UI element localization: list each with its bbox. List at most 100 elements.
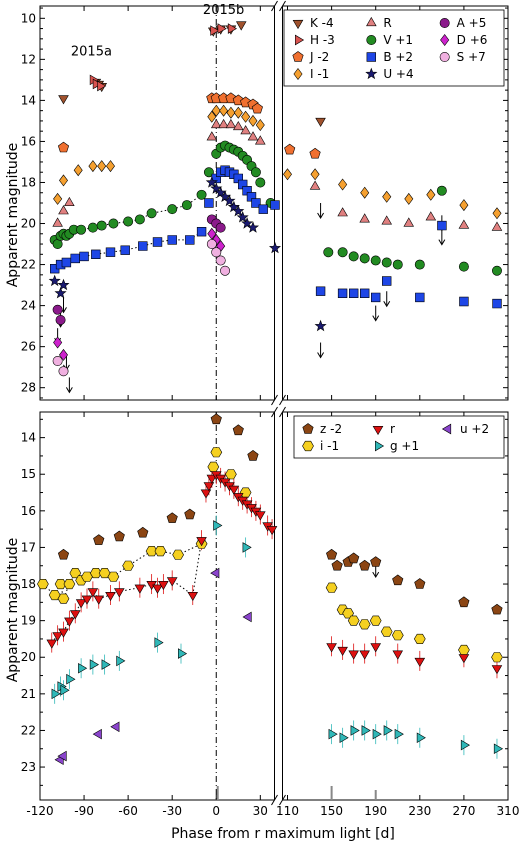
data-point (138, 241, 148, 251)
data-point (146, 208, 157, 219)
bottom-y-tick-label: 16 (21, 504, 36, 518)
data-point (207, 461, 220, 472)
data-point (337, 288, 348, 298)
data-point (416, 732, 426, 744)
data-point (78, 662, 88, 674)
data-point (314, 319, 327, 332)
data-point (88, 160, 98, 173)
data-point (358, 619, 371, 630)
data-point (360, 186, 370, 199)
annotation-2015a: 2015a (71, 44, 112, 59)
data-point (403, 217, 415, 227)
data-point (52, 304, 63, 315)
top-y-tick-label: 28 (21, 381, 36, 395)
data-point (134, 214, 145, 225)
data-point (137, 526, 149, 538)
data-point (382, 276, 392, 286)
axis-break-mark (279, 394, 286, 406)
data-point (338, 178, 348, 191)
data-point (232, 424, 244, 436)
data-point (266, 526, 278, 536)
data-point (51, 688, 61, 700)
data-point (60, 684, 70, 696)
data-point (436, 185, 447, 196)
top-series-10 (52, 239, 231, 377)
data-point (48, 590, 61, 601)
x-tick-label: 110 (276, 804, 299, 818)
data-point (268, 241, 282, 254)
data-point (64, 196, 75, 206)
x-tick-label: 190 (364, 804, 387, 818)
top-series-4 (52, 118, 503, 231)
data-point (196, 537, 207, 547)
axis-break-mark (271, 394, 278, 406)
data-point (284, 143, 296, 155)
data-point (232, 121, 244, 131)
bottom-y-tick-label: 14 (21, 431, 36, 445)
data-point (459, 199, 469, 212)
legend-marker (292, 51, 304, 62)
top-y-tick-label: 16 (21, 134, 36, 148)
data-point (337, 207, 348, 217)
data-point (178, 648, 188, 659)
data-point (492, 265, 502, 276)
data-point (57, 278, 70, 291)
data-point (369, 615, 382, 626)
data-point (122, 560, 134, 571)
x-tick-label: -90 (74, 804, 94, 818)
data-point (219, 104, 229, 117)
top-panel: 10 12 14 16 18 20 22 24 26 28 2015a 2015b K -4 H -3 J … (21, 0, 509, 406)
legend-marker (439, 18, 450, 28)
data-point (101, 659, 111, 670)
data-point (493, 743, 504, 755)
data-point (225, 469, 237, 480)
data-point (58, 628, 69, 638)
top-series-8 (52, 214, 226, 325)
data-point (225, 118, 237, 129)
legend-marker (440, 34, 450, 46)
data-point (372, 728, 382, 740)
data-point (240, 125, 251, 135)
data-point (92, 728, 102, 740)
data-point (81, 595, 93, 605)
data-point (211, 247, 222, 258)
data-point (328, 728, 338, 740)
data-point (359, 650, 370, 660)
data-point (458, 261, 469, 272)
x-tick-label: 270 (452, 804, 475, 818)
data-point (73, 164, 83, 177)
data-point (66, 673, 76, 685)
data-point (242, 611, 252, 623)
data-point (211, 104, 221, 117)
legend-marker (365, 67, 378, 80)
data-point (315, 286, 326, 296)
data-point (196, 227, 207, 237)
data-point (323, 247, 334, 258)
data-point (347, 615, 360, 626)
data-point (58, 205, 69, 215)
data-point (326, 643, 337, 653)
legend-marker (302, 423, 314, 434)
legend-label: i -1 (320, 439, 339, 453)
data-point (52, 217, 63, 227)
data-point (458, 596, 470, 608)
data-point (154, 637, 164, 648)
data-point (59, 174, 68, 187)
data-point (87, 222, 98, 233)
top-y-tick-label: 22 (21, 258, 36, 272)
data-point (96, 220, 107, 231)
data-point (460, 739, 470, 751)
data-point (382, 190, 392, 203)
data-point (226, 106, 236, 119)
top-y-axis-label: Apparent magnitude (5, 143, 21, 288)
axis-break-mark (279, 794, 286, 806)
data-point (166, 512, 178, 523)
data-point (181, 200, 192, 211)
data-point (184, 508, 196, 520)
data-point (210, 25, 220, 36)
data-point (64, 617, 75, 627)
x-tick-label: 0 (212, 804, 220, 818)
data-point (210, 567, 220, 579)
x-tick-label: -60 (118, 804, 138, 818)
data-point (361, 725, 371, 736)
